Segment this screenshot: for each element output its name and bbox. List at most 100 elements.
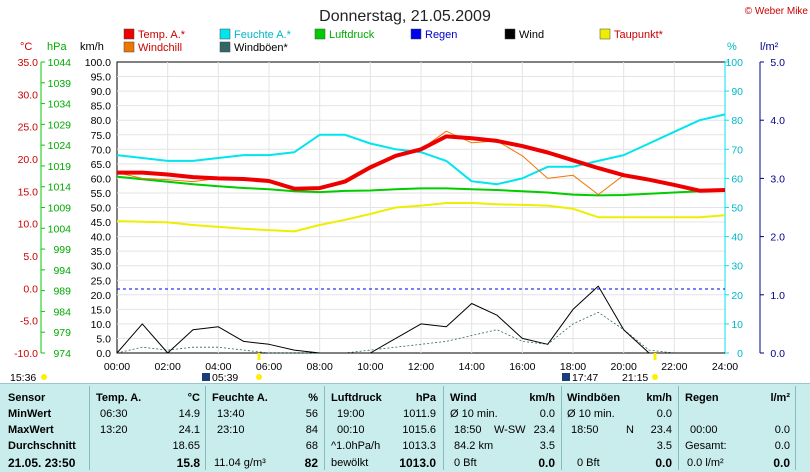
sun-icon	[41, 374, 47, 380]
stats-avg-regen-value: 0.0	[774, 440, 790, 452]
rain-tick-label: 0.0	[770, 348, 785, 360]
stats-header-sensor: Sensor	[8, 392, 46, 404]
stats-current-regen-label: 0.0 l/m²	[687, 457, 724, 469]
time-tick-label: 20:00	[611, 361, 637, 373]
weather-chart: Donnerstag, 21.05.2009 © Weber Mike Temp…	[10, 6, 809, 383]
celsius-tick-label: 25.0	[18, 122, 39, 134]
celsius-tick-label: 30.0	[18, 89, 39, 101]
stats-row-avg-label: Durchschnitt	[8, 440, 76, 452]
stats-min-wind-label: Ø 10 min.	[450, 408, 498, 420]
hpa-tick-label: 1024	[48, 140, 72, 152]
kmh-tick-label: 95.0	[91, 72, 112, 84]
kmh-tick-label: 65.0	[91, 159, 112, 171]
kmh-tick-label: 50.0	[91, 203, 112, 215]
moon-icon	[562, 373, 570, 381]
celsius-tick-label: 20.0	[18, 154, 39, 166]
stats-current-windboeen-bft: 0 Bft	[577, 457, 600, 469]
stats-header-luftdruck-unit: hPa	[415, 392, 436, 404]
series-line-wind	[116, 285, 725, 354]
time-tick-label: 04:00	[205, 361, 231, 373]
rain-tick-label: 5.0	[770, 57, 785, 69]
stats-row-max-label: MaxWert	[8, 424, 54, 436]
stats-header-luftdruck: Luftdruck	[331, 392, 382, 404]
kmh-tick-label: 60.0	[91, 173, 112, 185]
celsius-tick-label: 5.0	[23, 251, 38, 263]
stats-max-feuchte-time: 23:10	[217, 424, 245, 436]
time-tick-label: 08:00	[307, 361, 333, 373]
legend-label: Taupunkt*	[614, 29, 664, 41]
copyright: © Weber Mike	[745, 6, 809, 17]
hpa-tick-label: 974	[53, 348, 71, 360]
kmh-tick-label: 20.0	[91, 290, 112, 302]
stats-min-feuchte-time: 13:40	[217, 408, 245, 420]
percent-tick-label: 70	[731, 144, 743, 156]
hpa-tick-label: 999	[53, 244, 71, 256]
kmh-tick-label: 25.0	[91, 275, 112, 287]
stats-max-wind-direction: W-SW	[494, 424, 526, 436]
stats-header-feuchte-unit: %	[308, 392, 318, 404]
kmh-tick-label: 45.0	[91, 217, 112, 229]
stats-min-wind-value: 0.0	[539, 408, 555, 420]
hpa-tick-label: 1039	[48, 78, 72, 90]
stats-min-temp-value: 14.9	[178, 408, 200, 420]
stats-min-windboeen-value: 0.0	[656, 408, 672, 420]
stats-header-temp-unit: °C	[187, 392, 200, 404]
moon-icon	[202, 373, 210, 381]
percent-tick-label: 50	[731, 203, 743, 215]
percent-tick-label: 90	[731, 86, 743, 98]
stats-max-windboeen-time: 18:50	[571, 424, 599, 436]
hpa-tick-label: 1034	[48, 99, 72, 111]
stats-max-regen-value: 0.0	[774, 424, 790, 436]
stats-header-regen: Regen	[685, 392, 719, 404]
sun-moon-markers: 15:36 05:39 17:47 21:15	[10, 353, 658, 383]
legend-label: Windböen*	[234, 42, 289, 54]
celsius-tick-label: -10.0	[14, 348, 38, 360]
hpa-tick-label: 1029	[48, 119, 72, 131]
stats-max-luftdruck-value: 1015.6	[402, 424, 436, 436]
stats-avg-wind-distance: 84.2 km	[454, 440, 494, 452]
chart-title: Donnerstag, 21.05.2009	[319, 8, 491, 25]
rain-tick-label: 4.0	[770, 115, 785, 127]
stats-header-wind-unit: km/h	[529, 392, 555, 404]
stats-header-windboeen: Windböen	[567, 392, 621, 404]
kmh-tick-label: 15.0	[91, 304, 112, 316]
stats-max-wind-value: 23.4	[533, 424, 555, 436]
kmh-tick-label: 5.0	[96, 333, 111, 345]
legend-swatch	[314, 28, 326, 40]
stats-current-luftdruck-value: 1013.0	[399, 456, 436, 470]
kmh-tick-label: 35.0	[91, 246, 112, 258]
stats-min-feuchte-value: 56	[305, 408, 318, 420]
kmh-tick-label: 40.0	[91, 232, 112, 244]
stats-row-current-label: 21.05. 23:50	[8, 456, 76, 470]
hpa-tick-label: 1019	[48, 161, 72, 173]
legend-label: Wind	[519, 29, 544, 41]
celsius-tick-label: 10.0	[18, 219, 39, 231]
axis-header-kmh: km/h	[80, 41, 104, 53]
rain-tick-label: 3.0	[770, 173, 785, 185]
stats-header-feuchte: Feuchte A.	[212, 392, 268, 404]
stats-current-wind-value: 0.0	[538, 456, 555, 470]
stats-current-wind-bft: 0 Bft	[454, 457, 477, 469]
percent-tick-label: 10	[731, 319, 743, 331]
stats-max-luftdruck-time: 00:10	[337, 424, 365, 436]
sunset-time: 21:15	[622, 372, 648, 383]
time-tick-label: 02:00	[155, 361, 181, 373]
stats-min-temp-time: 06:30	[100, 408, 128, 420]
legend-swatch	[123, 41, 135, 53]
stats-max-windboeen-direction: N	[626, 424, 634, 436]
statistics-panel: Sensor Temp. A. °C Feuchte A. % Luftdruc…	[0, 383, 810, 472]
axis-headers: °C hPa km/h % l/m²	[20, 41, 779, 53]
legend-swatch	[219, 28, 231, 40]
kmh-tick-label: 90.0	[91, 86, 112, 98]
sun-icon	[652, 374, 658, 380]
legend-swatch	[219, 41, 231, 53]
axis-header-hpa: hPa	[47, 41, 67, 53]
legend-swatch	[504, 28, 516, 40]
percent-tick-label: 30	[731, 261, 743, 273]
stats-avg-regen-label: Gesamt:	[685, 440, 727, 452]
kmh-tick-label: 75.0	[91, 130, 112, 142]
hpa-tick-label: 1044	[48, 57, 72, 69]
stats-max-feuchte-value: 84	[305, 424, 318, 436]
hpa-tick-label: 984	[53, 306, 71, 318]
kmh-tick-label: 30.0	[91, 261, 112, 273]
